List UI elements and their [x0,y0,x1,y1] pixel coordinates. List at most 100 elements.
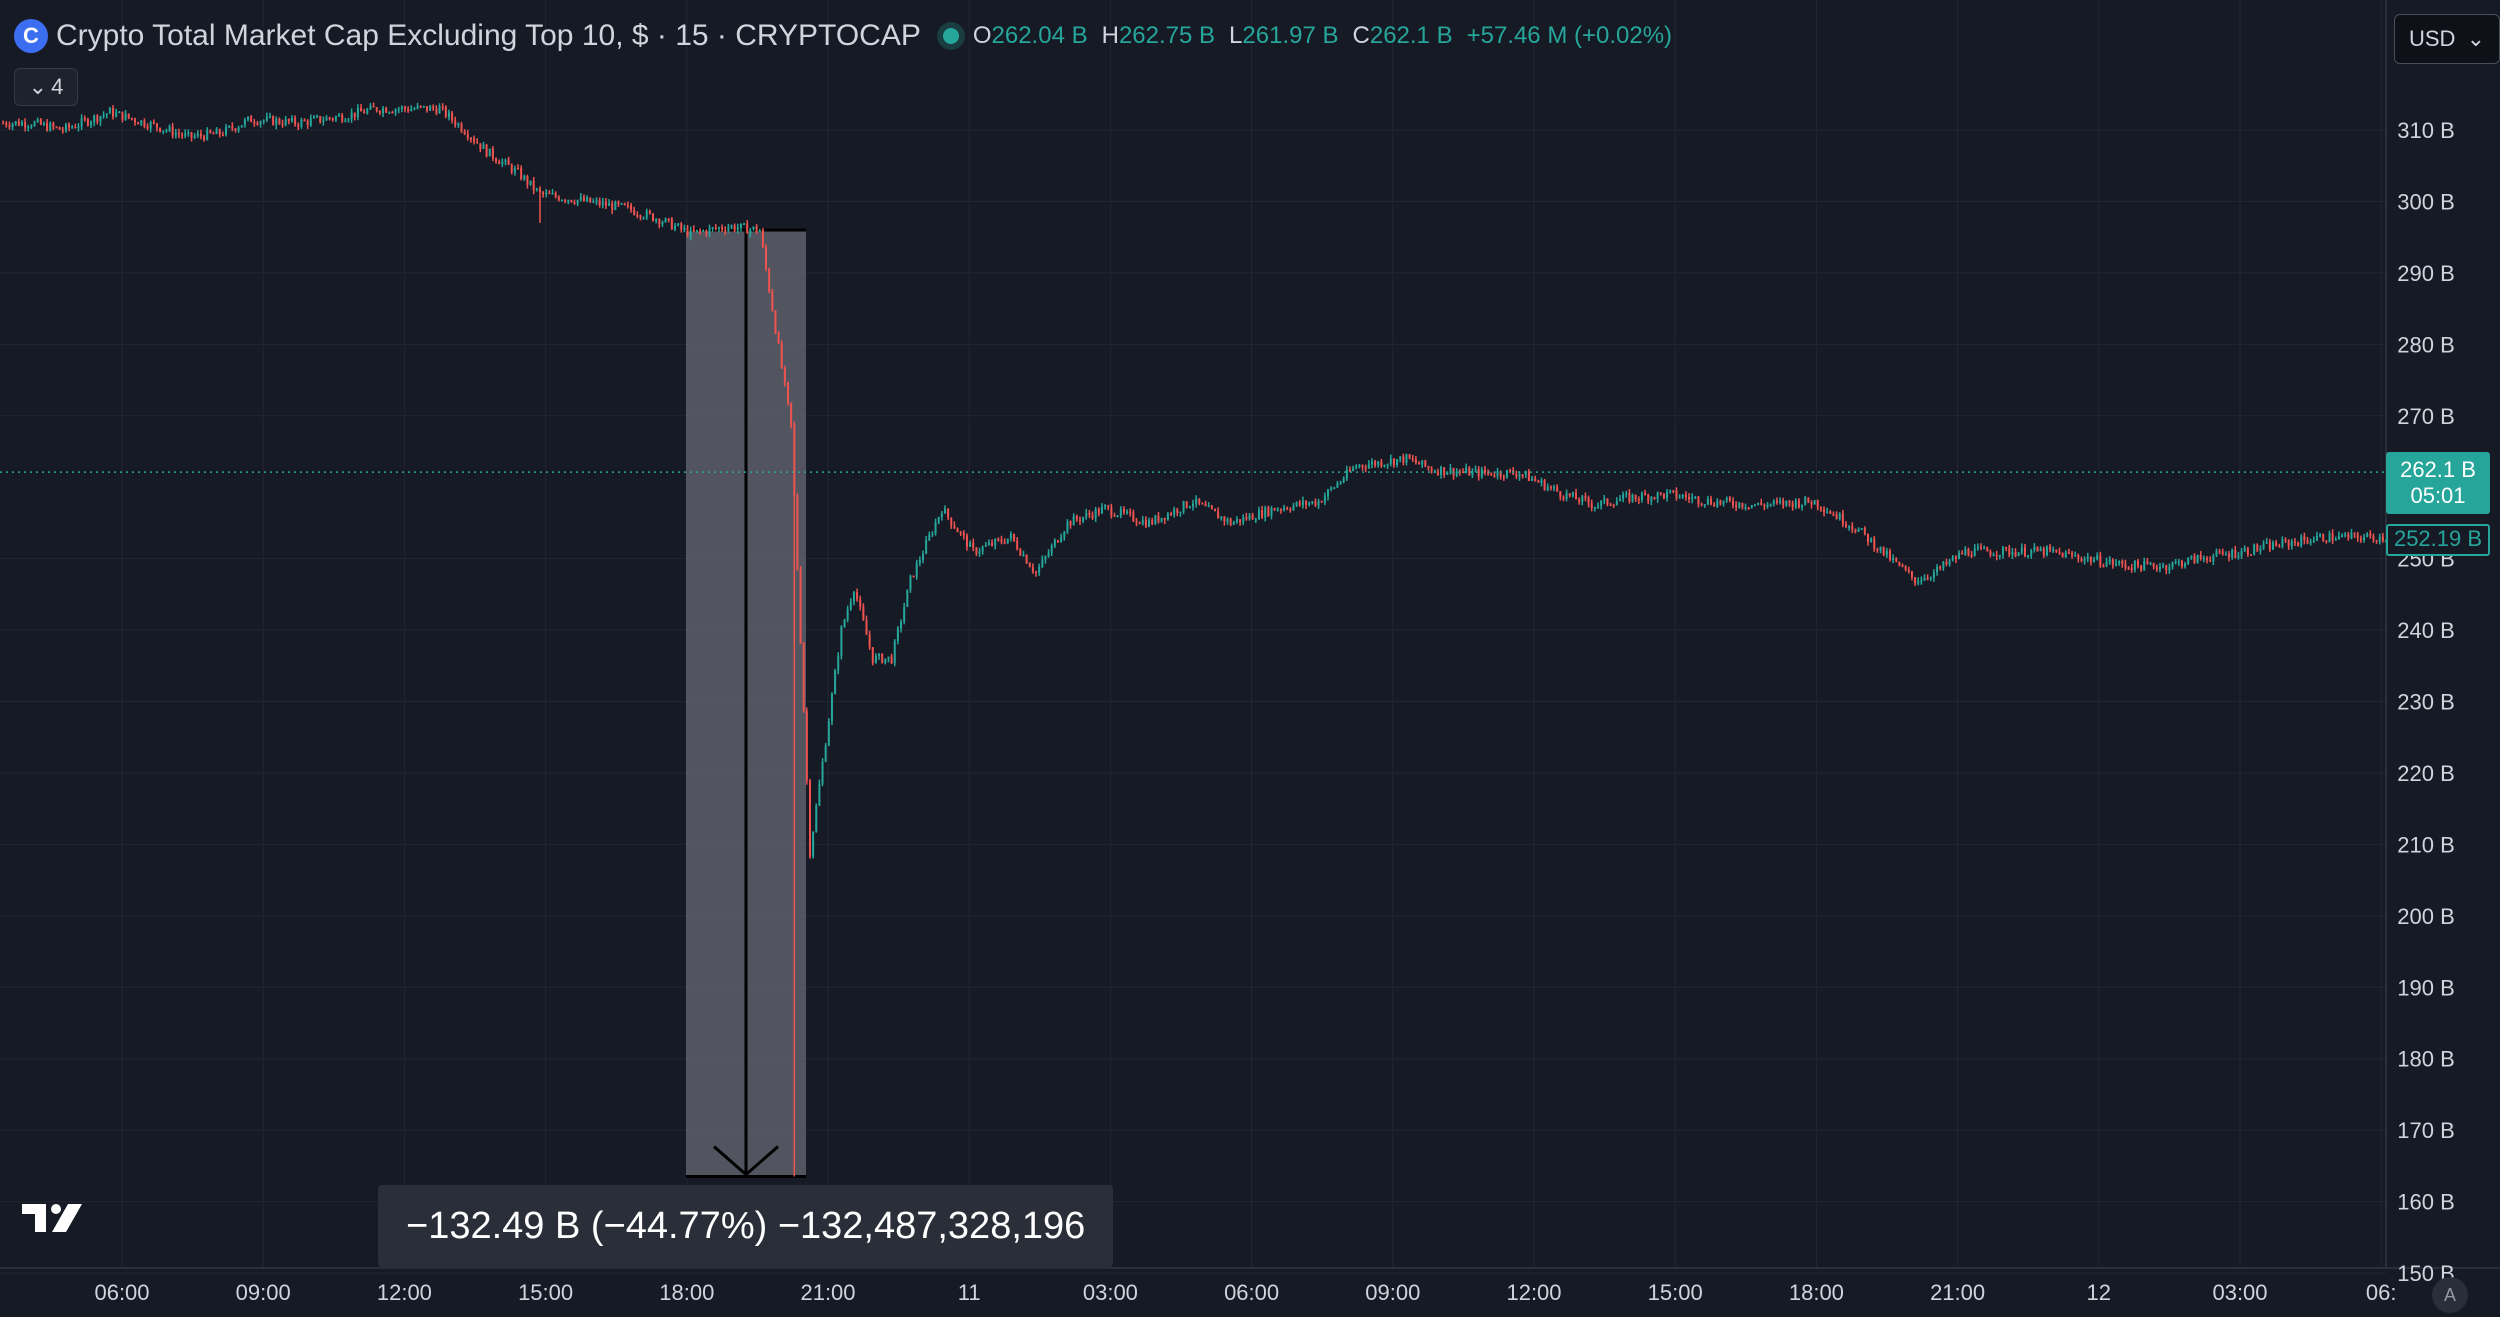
candle-body [950,517,953,526]
candle-body [1003,542,1006,544]
candle-body [303,119,306,122]
candle-body [5,122,8,126]
candle-body [1907,569,1910,572]
candle-body [112,108,115,117]
candle-body [1370,461,1373,465]
candle-body [1060,537,1063,543]
candle-body [1838,513,1841,520]
candle-body [2319,534,2322,537]
candle-body [1813,500,1816,505]
candle-body [1323,496,1326,503]
candle-body [1870,538,1873,542]
current-price-value: 262.1 B [2400,457,2476,482]
candle-body [316,116,319,118]
candle-body [2193,555,2196,563]
candle-body [1505,470,1508,478]
candle-body [268,116,271,118]
candle-body [2246,548,2249,555]
candle-body [2171,562,2174,568]
candle-body [1242,516,1245,523]
candle-body [253,122,256,124]
candle-body [1160,517,1163,522]
candle-body [2281,539,2284,547]
candle-body [250,116,253,123]
candle-body [1728,497,1731,501]
candle-body [1823,509,1826,513]
candle-body [1819,507,1822,510]
chevron-down-icon: ⌄ [28,74,48,99]
candle-body [162,130,165,133]
high-value: 262.75 B [1118,22,1216,49]
candle-body [1192,503,1194,507]
time-axis[interactable]: 06:00 09:00 12:00 15:00 18:00 21:00 11 03:00 06:… [94,1280,2396,1305]
candle-body [1374,461,1377,466]
candle-body [391,112,394,114]
candle-body [206,130,209,140]
candle-body [363,111,366,114]
candle-body [2322,534,2325,541]
candle-body [2071,553,2074,556]
candle-body [1647,495,1650,502]
candle-body [265,116,268,121]
indicators-collapse-button[interactable]: ⌄ 4 [14,68,78,106]
candle-body [1455,471,1458,476]
candle-body [1578,499,1581,502]
candle-body [1590,503,1593,508]
candle-body [2209,560,2212,562]
currency-select[interactable]: USD ⌄ [2394,14,2500,64]
time-tick-label: 18:00 [1789,1280,1844,1305]
candle-body [444,106,447,117]
candle-body [1163,517,1166,520]
candle-body [1606,498,1609,505]
candle-body [746,223,749,234]
candle-body [1207,505,1210,508]
auto-scale-button[interactable]: A [2432,1277,2468,1313]
candle-body [1631,494,1634,502]
candle-body [2312,540,2315,542]
candle-body [388,112,391,114]
price-tick-label: 160 B [2397,1190,2455,1215]
tradingview-logo-icon[interactable] [20,1200,86,1241]
candle-body [714,227,717,230]
candle-body [1593,507,1596,509]
price-tick-label: 190 B [2397,975,2455,1000]
candle-body [815,805,818,832]
candle-body [1006,538,1009,544]
measure-tool[interactable] [686,228,806,1179]
symbol-title[interactable]: Crypto Total Market Cap Excluding Top 10… [56,19,921,52]
candle-body [1666,491,1669,499]
candle-body [1116,515,1119,517]
candle-body [463,131,466,135]
candle-body [1794,500,1797,508]
candle-body [981,546,984,552]
candle-body [1427,466,1430,469]
candle-body [300,119,303,127]
candle-body [931,533,934,536]
candle-body [1637,498,1640,501]
candle-body [2146,561,2149,564]
candle-body [598,200,601,206]
candle-body [42,122,45,125]
candle-body [818,783,821,806]
candle-body [912,575,915,578]
candle-body [2149,563,2152,566]
candle-body [1741,502,1744,508]
candle-body [225,126,228,135]
candle-body [353,112,356,117]
candle-body [1220,516,1223,519]
candle-body [1719,500,1722,504]
candle-body [673,225,676,230]
candle-body [168,126,171,131]
candle-body [1622,494,1625,500]
candle-body [1816,500,1819,508]
candle-body [2005,547,2008,549]
candle-body [1094,509,1097,519]
candle-body [969,542,972,547]
candle-body [733,225,736,231]
candle-body [319,116,322,123]
candle-body [1848,526,1851,528]
candle-body [2359,538,2362,541]
candle-body [2067,552,2070,554]
